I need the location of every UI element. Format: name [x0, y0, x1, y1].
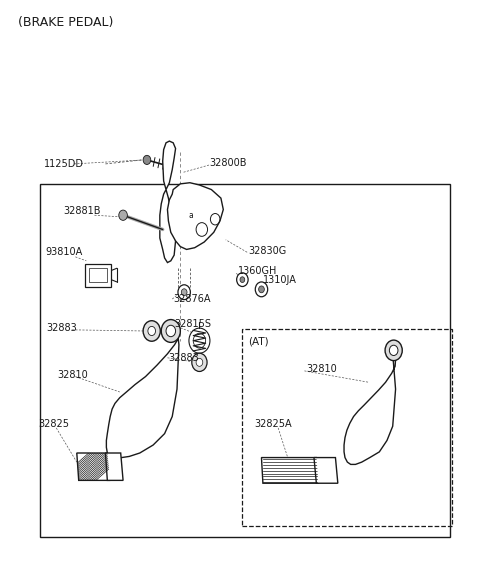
- Text: 32810: 32810: [306, 364, 336, 374]
- Bar: [85, 264, 111, 286]
- Bar: [242, 329, 452, 526]
- Polygon shape: [106, 453, 123, 480]
- Circle shape: [255, 282, 268, 297]
- Text: 32810: 32810: [58, 370, 88, 380]
- Polygon shape: [168, 183, 223, 249]
- Circle shape: [181, 289, 187, 296]
- Text: 32883: 32883: [168, 353, 199, 363]
- Circle shape: [143, 155, 151, 164]
- Polygon shape: [344, 354, 396, 464]
- Text: 32830G: 32830G: [249, 246, 287, 256]
- Text: (AT): (AT): [249, 337, 269, 347]
- Circle shape: [385, 340, 402, 360]
- Circle shape: [237, 273, 248, 286]
- Circle shape: [389, 346, 398, 355]
- Circle shape: [143, 321, 160, 342]
- Text: 32881B: 32881B: [63, 206, 101, 216]
- Circle shape: [161, 320, 180, 343]
- Text: a: a: [189, 211, 194, 219]
- Bar: [39, 184, 450, 537]
- Text: (BRAKE PEDAL): (BRAKE PEDAL): [18, 15, 113, 29]
- Polygon shape: [77, 453, 110, 480]
- Text: 32815S: 32815S: [174, 319, 211, 328]
- Text: 32825: 32825: [38, 419, 70, 430]
- Text: 32825A: 32825A: [254, 419, 292, 430]
- Circle shape: [240, 277, 245, 282]
- Polygon shape: [77, 453, 110, 480]
- Circle shape: [259, 286, 264, 293]
- Circle shape: [166, 325, 176, 337]
- Polygon shape: [163, 141, 176, 190]
- Text: 93810A: 93810A: [45, 248, 83, 257]
- Text: 1360GH: 1360GH: [238, 266, 277, 276]
- Text: 1125DD: 1125DD: [44, 159, 84, 169]
- Circle shape: [196, 358, 203, 366]
- Polygon shape: [262, 458, 319, 483]
- Circle shape: [148, 327, 156, 336]
- Bar: [89, 268, 108, 282]
- Polygon shape: [160, 190, 176, 262]
- Circle shape: [119, 210, 127, 221]
- Text: 1310JA: 1310JA: [263, 274, 297, 285]
- Polygon shape: [314, 458, 338, 483]
- Circle shape: [178, 285, 191, 300]
- Text: 32876A: 32876A: [173, 294, 211, 304]
- Polygon shape: [262, 458, 319, 483]
- Circle shape: [192, 353, 207, 371]
- Text: 32800B: 32800B: [209, 158, 247, 168]
- Text: 32883: 32883: [47, 323, 77, 333]
- Polygon shape: [107, 328, 179, 458]
